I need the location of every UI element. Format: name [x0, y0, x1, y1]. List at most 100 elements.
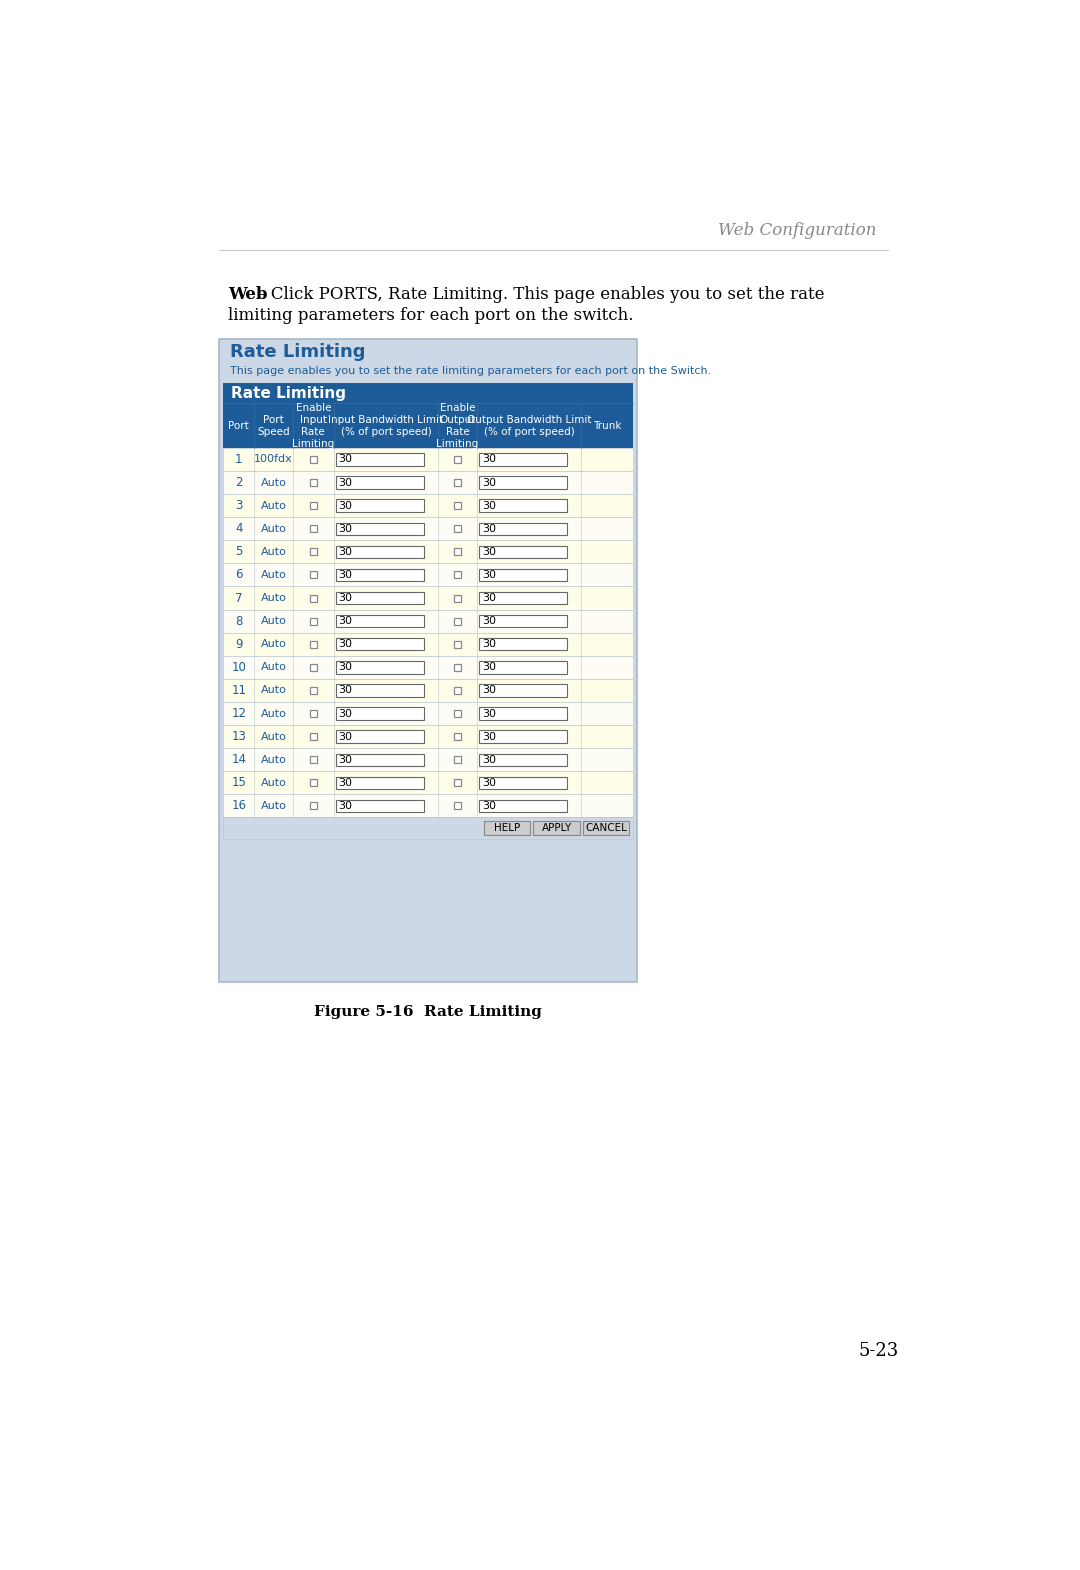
Bar: [454, 455, 461, 463]
Bar: [336, 777, 424, 790]
Text: 7: 7: [235, 592, 242, 604]
Bar: [480, 476, 567, 488]
Text: 30: 30: [482, 524, 496, 534]
Bar: [224, 403, 633, 447]
Bar: [224, 818, 633, 838]
Bar: [454, 617, 461, 625]
Bar: [583, 821, 630, 835]
Bar: [480, 546, 567, 557]
Text: 30: 30: [482, 454, 496, 465]
Text: Web Configuration: Web Configuration: [718, 223, 877, 239]
Text: 30: 30: [482, 593, 496, 603]
Text: 1: 1: [235, 452, 242, 466]
Text: 30: 30: [482, 477, 496, 488]
Text: 30: 30: [338, 732, 352, 741]
Text: 6: 6: [235, 568, 242, 581]
Text: Port: Port: [228, 421, 249, 430]
Text: 30: 30: [482, 615, 496, 626]
Text: 30: 30: [338, 777, 352, 788]
Text: Auto: Auto: [260, 663, 286, 672]
Text: Auto: Auto: [260, 639, 286, 650]
Bar: [336, 754, 424, 766]
Bar: [336, 592, 424, 604]
Bar: [454, 664, 461, 670]
Bar: [224, 702, 633, 725]
Bar: [224, 495, 633, 517]
Bar: [484, 821, 530, 835]
Bar: [336, 730, 424, 743]
Bar: [224, 447, 633, 471]
Bar: [480, 592, 567, 604]
Text: 9: 9: [235, 637, 242, 650]
Text: Auto: Auto: [260, 501, 286, 510]
Text: 30: 30: [338, 686, 352, 696]
Bar: [480, 754, 567, 766]
Text: limiting parameters for each port on the switch.: limiting parameters for each port on the…: [228, 308, 634, 323]
Text: Auto: Auto: [260, 755, 286, 765]
Text: 30: 30: [338, 570, 352, 579]
Text: Rate Limiting: Rate Limiting: [231, 386, 346, 400]
Bar: [336, 615, 424, 628]
Bar: [310, 664, 316, 670]
Bar: [310, 733, 316, 739]
Bar: [224, 609, 633, 633]
Text: Trunk: Trunk: [593, 421, 621, 430]
Text: Auto: Auto: [260, 546, 286, 557]
Text: Output Bandwidth Limit
(% of port speed): Output Bandwidth Limit (% of port speed): [467, 414, 592, 436]
Bar: [336, 454, 424, 466]
Bar: [480, 777, 567, 790]
Text: Enable
Output
Rate
Limiting: Enable Output Rate Limiting: [436, 402, 478, 449]
Text: 14: 14: [231, 754, 246, 766]
Bar: [224, 517, 633, 540]
Text: 30: 30: [482, 570, 496, 579]
Bar: [224, 749, 633, 771]
Text: 30: 30: [338, 524, 352, 534]
Text: Port
Speed: Port Speed: [257, 414, 289, 436]
Text: 5: 5: [235, 545, 242, 559]
Bar: [480, 637, 567, 650]
Bar: [336, 661, 424, 674]
Text: Auto: Auto: [260, 708, 286, 719]
Text: 30: 30: [482, 663, 496, 672]
Bar: [454, 502, 461, 509]
Bar: [336, 546, 424, 557]
Bar: [454, 548, 461, 556]
Text: CANCEL: CANCEL: [585, 823, 627, 834]
Bar: [224, 633, 633, 656]
Bar: [480, 799, 567, 812]
Bar: [454, 779, 461, 787]
Text: 16: 16: [231, 799, 246, 812]
Text: 30: 30: [338, 708, 352, 719]
Bar: [224, 678, 633, 702]
Bar: [224, 587, 633, 609]
Bar: [310, 779, 316, 787]
Text: 30: 30: [338, 477, 352, 488]
Bar: [310, 802, 316, 810]
Text: – Click PORTS, Rate Limiting. This page enables you to set the rate: – Click PORTS, Rate Limiting. This page …: [252, 286, 824, 303]
Bar: [310, 757, 316, 763]
Bar: [336, 568, 424, 581]
Text: Input Bandwidth Limit
(% of port speed): Input Bandwidth Limit (% of port speed): [328, 414, 444, 436]
Bar: [310, 710, 316, 717]
Bar: [310, 526, 316, 532]
Bar: [480, 523, 567, 535]
Bar: [454, 802, 461, 810]
Bar: [480, 661, 567, 674]
Bar: [454, 688, 461, 694]
Text: 10: 10: [231, 661, 246, 674]
Bar: [310, 479, 316, 487]
Bar: [310, 548, 316, 556]
Bar: [310, 617, 316, 625]
Bar: [454, 757, 461, 763]
Bar: [480, 685, 567, 697]
Bar: [454, 595, 461, 601]
Text: Auto: Auto: [260, 777, 286, 788]
Text: 30: 30: [338, 593, 352, 603]
Text: 30: 30: [338, 501, 352, 510]
Bar: [336, 637, 424, 650]
Text: This page enables you to set the rate limiting parameters for each port on the S: This page enables you to set the rate li…: [230, 366, 711, 375]
Text: 30: 30: [482, 755, 496, 765]
Text: Auto: Auto: [260, 801, 286, 812]
Bar: [218, 339, 637, 981]
Bar: [336, 476, 424, 488]
